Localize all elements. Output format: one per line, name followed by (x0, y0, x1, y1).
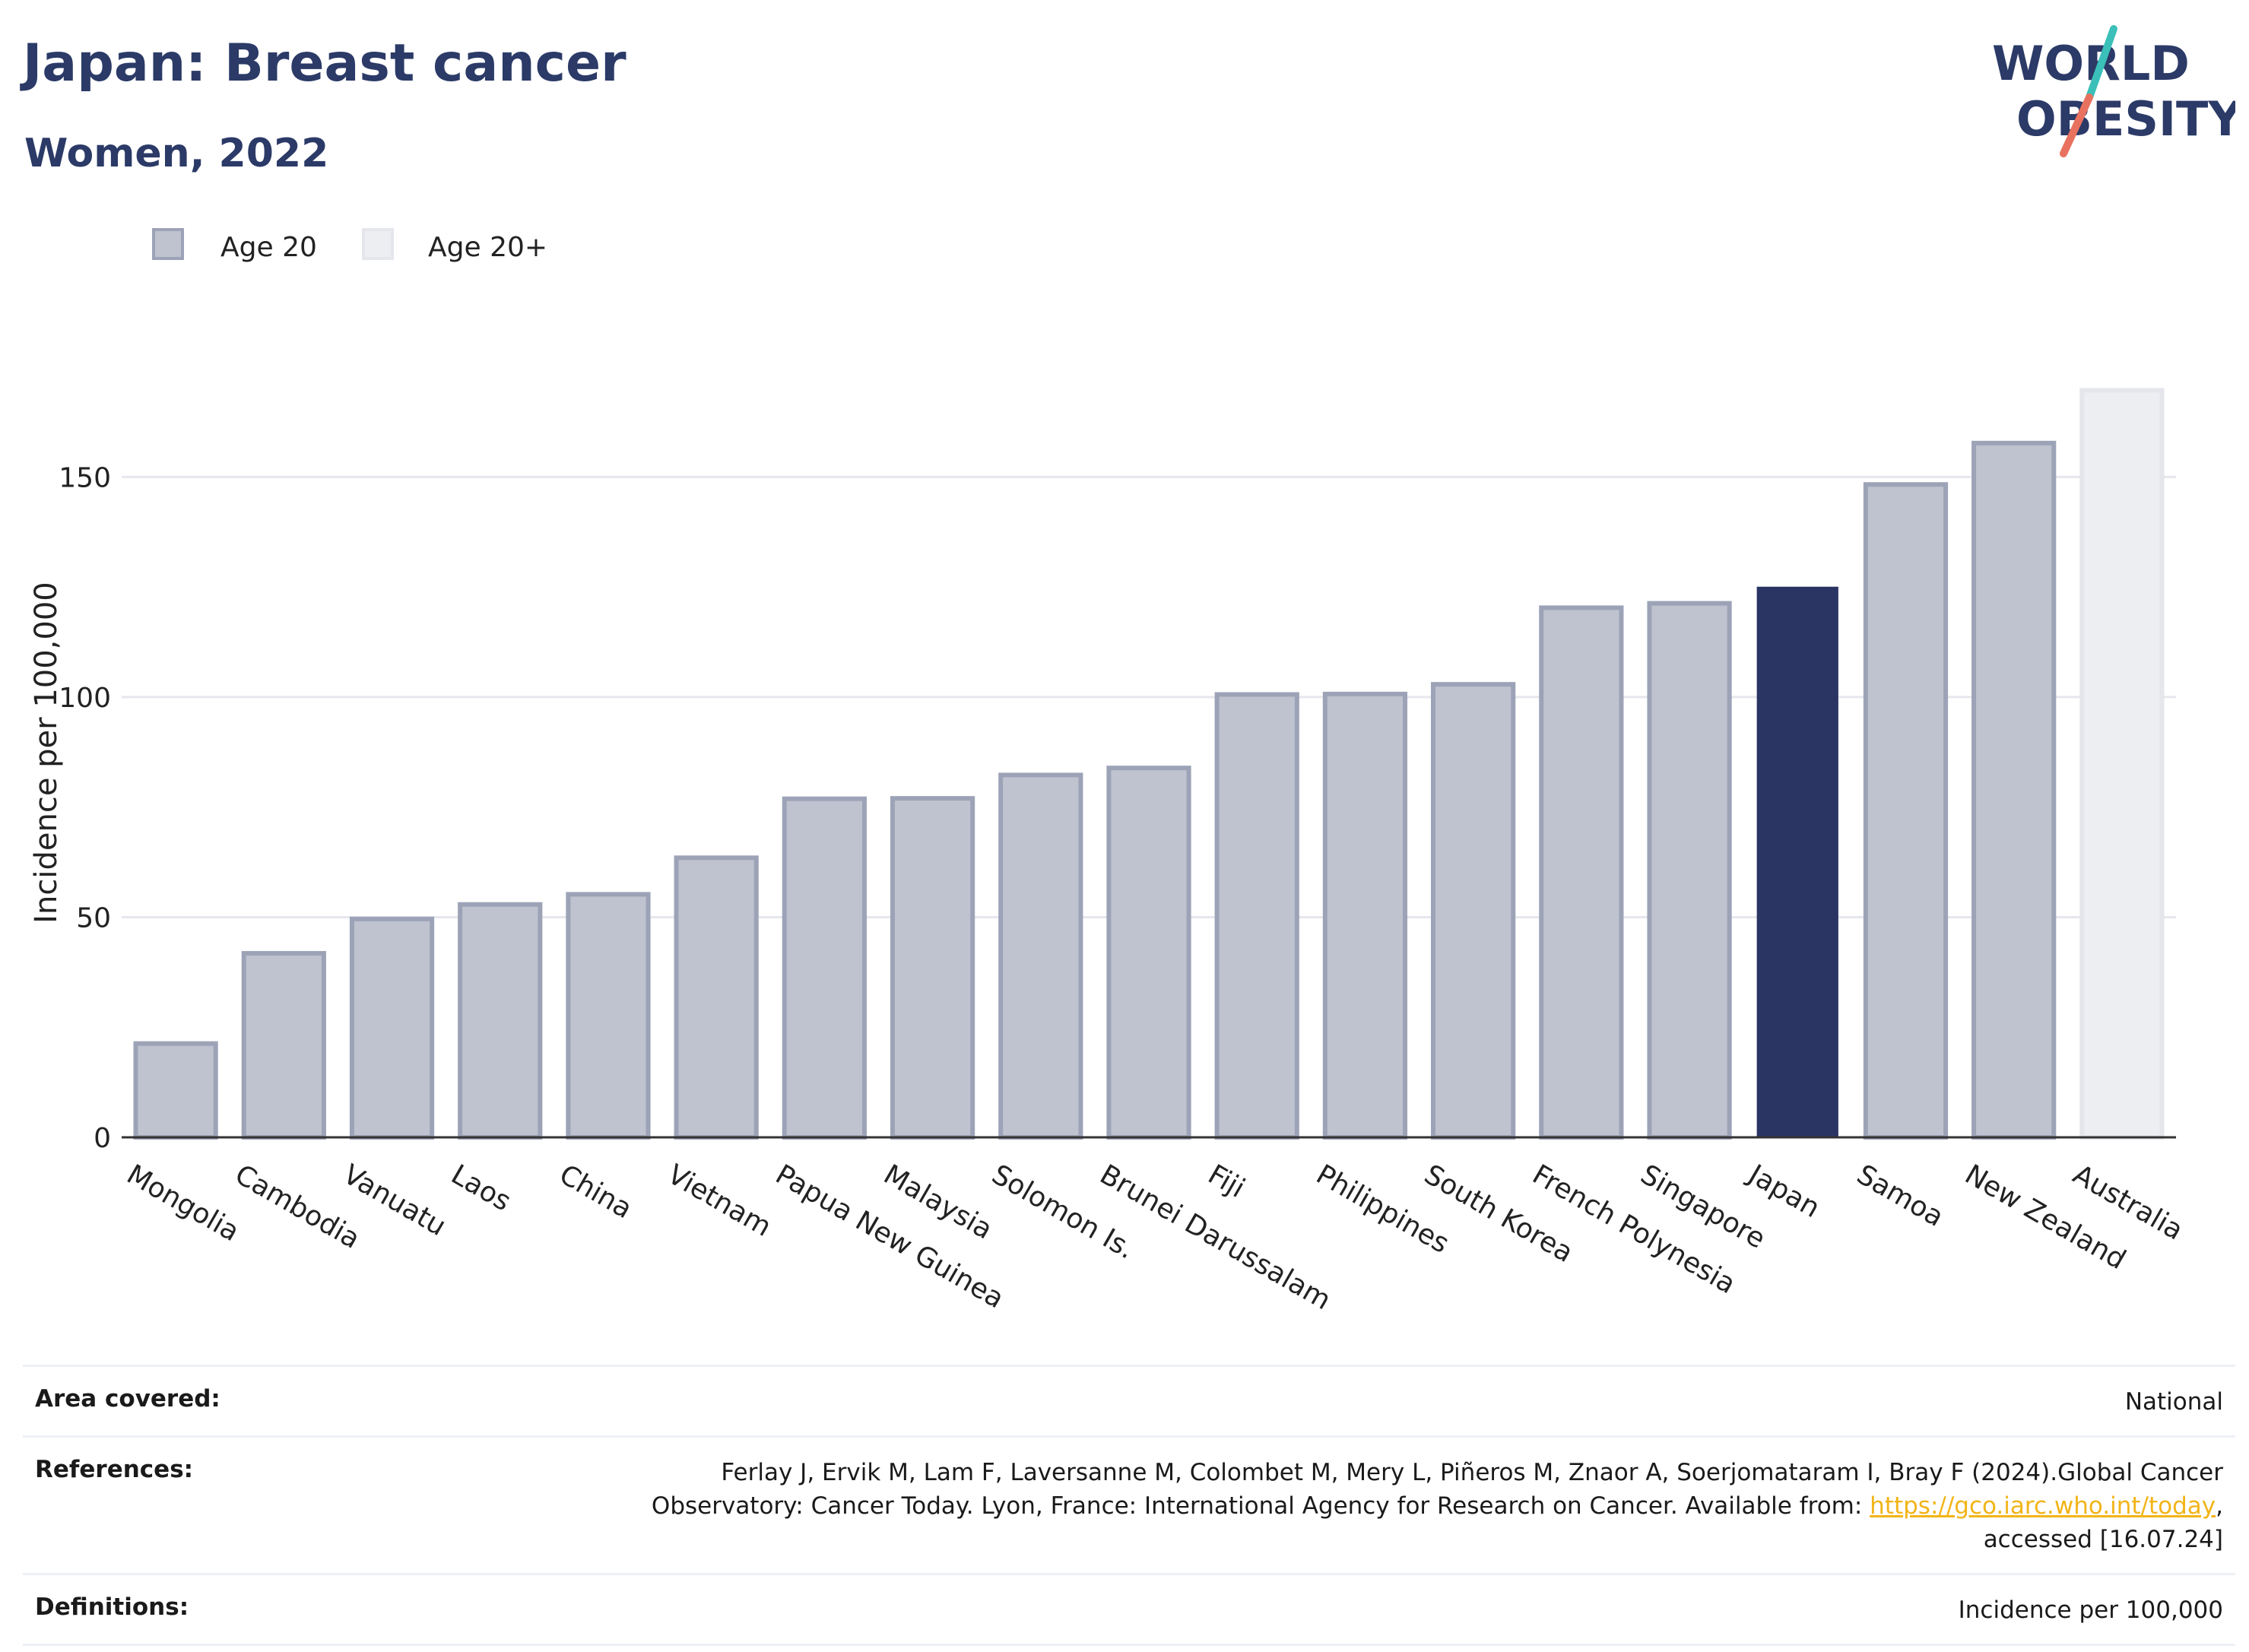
bar-mongolia (133, 1041, 218, 1140)
page-title: Japan: Breast cancer (23, 33, 626, 94)
logo-line-obesity: OBESITY (2016, 91, 2235, 147)
bar-south-korea (1431, 682, 1516, 1140)
references-line2-end: , (2216, 1492, 2223, 1520)
legend: Age 20 Age 20+ (152, 228, 547, 263)
bar-brunei-darussalam (1106, 766, 1191, 1140)
bar-japan (1756, 586, 1838, 1138)
legend-swatch-age20 (152, 228, 184, 260)
y-tick-label: 50 (76, 902, 111, 934)
info-row-definitions: Definitions: Incidence per 100,000 (23, 1573, 2235, 1647)
x-tick-label: Samoa (1851, 1159, 1949, 1233)
area-covered-value: National (2124, 1388, 2223, 1416)
bar-malaysia (890, 796, 975, 1140)
definitions-value: Incidence per 100,000 (1958, 1597, 2223, 1625)
bar-solomon-is (998, 772, 1083, 1140)
bar-laos (458, 902, 543, 1140)
references-line3: accessed [16.07.24] (1983, 1526, 2223, 1554)
legend-swatch-age20plus (362, 228, 394, 260)
y-tick-labels: 0 50 100 150 (59, 462, 111, 1154)
x-tick-label: French Polynesia (1527, 1159, 1741, 1300)
x-tick-label: Mongolia (122, 1159, 245, 1248)
references-label: References: (35, 1456, 194, 1484)
y-tick-label: 150 (59, 462, 111, 493)
legend-label-age20plus: Age 20+ (428, 232, 547, 263)
world-obesity-logo: WORLD OBESITY (1992, 25, 2235, 157)
bar-singapore (1647, 601, 1732, 1140)
bar-vietnam (674, 855, 759, 1140)
x-tick-label: Fiji (1203, 1159, 1250, 1204)
y-tick-label: 0 (94, 1123, 111, 1154)
info-table: Area covered: National References: Ferla… (23, 1365, 2235, 1647)
bar-french-polynesia (1539, 605, 1624, 1140)
page-subtitle: Women, 2022 (24, 131, 329, 176)
area-covered-label: Area covered: (35, 1385, 220, 1413)
legend-label-age20: Age 20 (220, 232, 317, 263)
references-line1: Ferlay J, Ervik M, Lam F, Laversanne M, … (721, 1459, 2223, 1487)
bars (133, 388, 2165, 1140)
references-value: Ferlay J, Ervik M, Lam F, Laversanne M, … (652, 1456, 2223, 1556)
info-row-area: Area covered: National (23, 1365, 2235, 1435)
bar-fiji (1214, 692, 1299, 1140)
x-tick-label: Vietnam (662, 1159, 776, 1243)
definitions-label: Definitions: (35, 1593, 189, 1622)
bar-philippines (1322, 691, 1408, 1140)
info-row-references: References: Ferlay J, Ervik M, Lam F, La… (23, 1435, 2235, 1573)
x-tick-label: Japan (1742, 1158, 1825, 1224)
bar-samoa (1863, 482, 1949, 1140)
bar-australia (2079, 388, 2165, 1140)
bar-cambodia (241, 950, 326, 1140)
y-tick-label: 100 (59, 683, 111, 714)
bar-papua-new-guinea (782, 796, 867, 1140)
logo-slash-bottom (2060, 94, 2093, 157)
references-link[interactable]: https://gco.iarc.who.int/today (1870, 1492, 2216, 1520)
x-tick-label: China (554, 1159, 638, 1225)
bar-new-zealand (1971, 440, 2057, 1140)
bar-vanuatu (349, 916, 435, 1140)
x-tick-label: Laos (446, 1159, 515, 1217)
logo-slash-top (2086, 25, 2117, 101)
references-line2: Observatory: Cancer Today. Lyon, France:… (651, 1492, 1870, 1520)
y-axis-label: Incidence per 100,000 (29, 582, 64, 924)
bar-china (566, 892, 651, 1140)
